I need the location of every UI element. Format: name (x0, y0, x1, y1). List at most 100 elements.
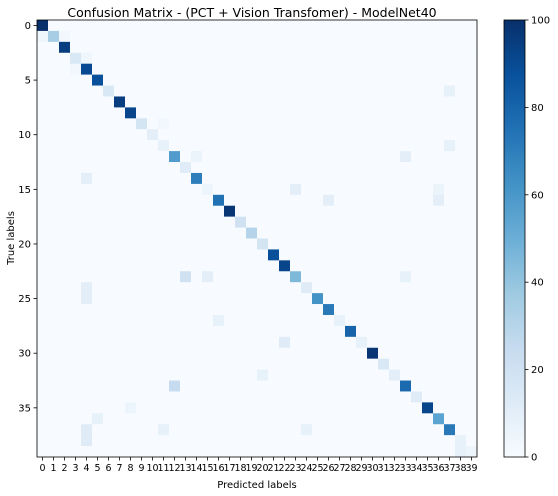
heatmap-cell (356, 85, 368, 97)
heatmap-cell (147, 205, 159, 217)
heatmap-cell (224, 249, 236, 261)
heatmap-cell (59, 413, 71, 425)
y-tick-label: 35 (18, 403, 31, 414)
heatmap-cell (180, 151, 192, 163)
heatmap-cell (444, 140, 456, 152)
heatmap-cell (279, 446, 291, 458)
heatmap-cell (455, 249, 467, 261)
heatmap-cell (279, 20, 291, 32)
heatmap-cell (367, 413, 379, 425)
heatmap-cell (422, 151, 434, 163)
heatmap-cell (378, 358, 390, 370)
heatmap-cell (279, 183, 291, 196)
heatmap-cell (367, 402, 379, 414)
heatmap-cell (158, 205, 170, 217)
heatmap-cell (400, 424, 412, 436)
heatmap-cell (257, 172, 269, 185)
x-tick-label: 12 (168, 463, 180, 474)
heatmap-cell (323, 271, 335, 283)
heatmap-cell (147, 63, 159, 75)
heatmap-cell (301, 380, 313, 392)
heatmap-cell (378, 162, 390, 174)
heatmap-cell (356, 336, 368, 349)
heatmap-cell (37, 162, 49, 174)
heatmap-cell (158, 271, 170, 283)
heatmap-cell (48, 41, 60, 54)
heatmap-cell (48, 249, 60, 261)
heatmap-cell (114, 30, 126, 43)
heatmap-cell (323, 216, 335, 228)
heatmap-cell (301, 424, 313, 436)
heatmap-cell (356, 172, 368, 185)
heatmap-cell (356, 380, 368, 392)
heatmap-cell (125, 129, 137, 141)
heatmap-cell (334, 314, 346, 327)
heatmap-cell (345, 151, 357, 163)
heatmap-cell (345, 85, 357, 97)
y-tick-label: 25 (18, 294, 31, 305)
heatmap-cell (466, 118, 478, 130)
heatmap-cell (191, 74, 203, 86)
heatmap-cell (312, 30, 324, 43)
heatmap-cell (202, 282, 214, 294)
heatmap-cell (235, 380, 247, 392)
heatmap-cell (180, 172, 192, 185)
heatmap-cell (37, 336, 49, 349)
heatmap-cell (59, 282, 71, 294)
heatmap-cell (235, 140, 247, 152)
heatmap-cell (356, 391, 368, 403)
heatmap-cell (356, 140, 368, 152)
heatmap-cell (37, 227, 49, 239)
heatmap-cell (433, 380, 445, 392)
heatmap-cell (312, 129, 324, 141)
heatmap-cell (37, 358, 49, 370)
heatmap-cell (323, 52, 335, 64)
heatmap-cell (224, 358, 236, 370)
heatmap-cell (59, 118, 71, 130)
heatmap-cell (367, 216, 379, 228)
heatmap-cell (367, 260, 379, 272)
heatmap-cell (400, 172, 412, 185)
heatmap-cell (268, 304, 280, 316)
heatmap-cell (235, 96, 247, 108)
heatmap-cell (81, 402, 93, 414)
heatmap-cell (356, 238, 368, 250)
heatmap-cell (400, 238, 412, 250)
heatmap-cell (114, 282, 126, 294)
heatmap-cell (147, 413, 159, 425)
heatmap-cell (224, 107, 236, 119)
heatmap-cell (136, 172, 148, 185)
heatmap-cell (48, 424, 60, 436)
heatmap-cell (103, 391, 115, 403)
heatmap-cell (268, 424, 280, 436)
heatmap-cell (433, 205, 445, 217)
heatmap-cell (235, 402, 247, 414)
heatmap-cell (334, 172, 346, 185)
heatmap-cell (334, 413, 346, 425)
heatmap-cell (455, 63, 467, 75)
heatmap-cell (433, 238, 445, 250)
heatmap-cell (290, 172, 302, 185)
heatmap-cell (70, 347, 82, 359)
heatmap-cell (114, 216, 126, 228)
heatmap-cell (246, 30, 258, 43)
heatmap-cell (257, 336, 269, 349)
heatmap-cell (301, 20, 313, 32)
x-tick-label: 31 (377, 463, 389, 474)
heatmap-cell (147, 118, 159, 130)
heatmap-cell (323, 172, 335, 185)
heatmap-cell (48, 162, 60, 174)
heatmap-cell (59, 85, 71, 97)
heatmap-cell (257, 249, 269, 261)
heatmap-cell (202, 336, 214, 349)
heatmap-cell (103, 446, 115, 458)
heatmap-cell (48, 227, 60, 239)
heatmap-cell (81, 424, 93, 436)
heatmap-cell (158, 391, 170, 403)
heatmap-cell (37, 194, 49, 206)
heatmap-cell (466, 293, 478, 305)
heatmap-cell (81, 249, 93, 261)
heatmap-cell (48, 260, 60, 272)
heatmap-cell (455, 358, 467, 370)
heatmap-cell (455, 391, 467, 403)
